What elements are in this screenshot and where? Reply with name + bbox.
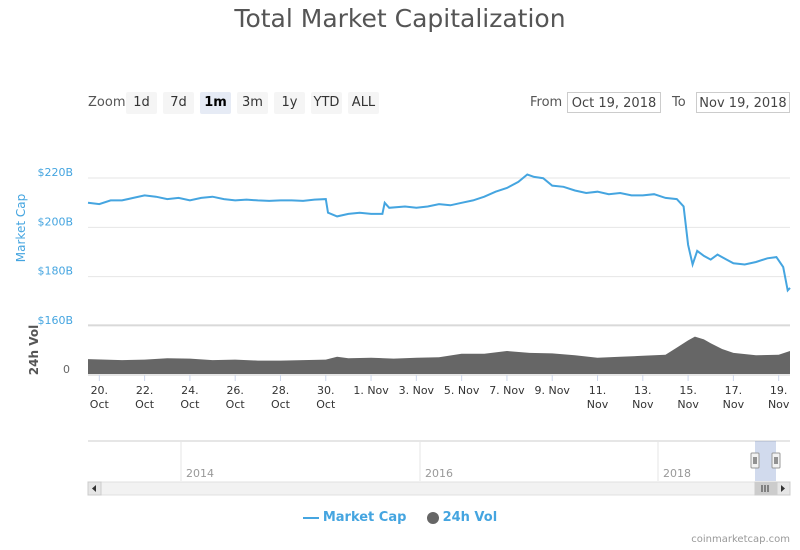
x-tick-sublabel: Oct xyxy=(316,398,336,411)
y-tick-label: $160B xyxy=(37,314,73,327)
navigator[interactable]: 2014 2016 2018 xyxy=(88,440,790,481)
zoom-label: Zoom xyxy=(88,95,126,110)
zoom-button-all[interactable]: ALL xyxy=(348,92,379,114)
x-tick-sublabel: Nov xyxy=(677,398,699,411)
navigator-year-2016: 2016 xyxy=(425,467,453,480)
y-tick-label: $180B xyxy=(37,265,73,278)
x-tick-label: 9. Nov xyxy=(534,384,570,397)
scroll-right-arrow-icon xyxy=(781,485,785,492)
x-tick-label: 22. xyxy=(136,384,154,397)
zoom-button-1m[interactable]: 1m xyxy=(200,92,231,114)
x-tick-sublabel: Nov xyxy=(632,398,654,411)
x-tick-label: 7. Nov xyxy=(489,384,525,397)
x-tick-label: 5. Nov xyxy=(444,384,480,397)
range-from-label: From xyxy=(530,95,563,110)
zoom-button-3m[interactable]: 3m xyxy=(237,92,268,114)
navigator-handle-right[interactable] xyxy=(771,452,781,469)
legend: Market Cap 24h Vol xyxy=(0,510,800,525)
x-tick-label: 24. xyxy=(181,384,199,397)
x-tick-label: 13. xyxy=(634,384,652,397)
legend-volume-label: 24h Vol xyxy=(442,510,498,525)
x-tick-label: 17. xyxy=(725,384,743,397)
range-to-input[interactable]: Nov 19, 2018 xyxy=(696,92,790,113)
zoom-button-ytd[interactable]: YTD xyxy=(311,92,342,114)
zoom-button-1d[interactable]: 1d xyxy=(126,92,157,114)
volume-tick-label: 0 xyxy=(63,363,70,376)
x-tick-label: 20. xyxy=(91,384,109,397)
legend-market-cap[interactable]: Market Cap xyxy=(302,510,407,525)
x-tick-sublabel: Oct xyxy=(180,398,200,411)
scroll-left-arrow-icon xyxy=(92,485,96,492)
legend-market-cap-label: Market Cap xyxy=(322,510,407,525)
x-tick-sublabel: Oct xyxy=(226,398,246,411)
scrollbar[interactable] xyxy=(87,481,791,496)
navigator-selection[interactable] xyxy=(755,441,776,481)
x-tick-sublabel: Oct xyxy=(135,398,155,411)
volume-area xyxy=(88,336,790,374)
navigator-year-2014: 2014 xyxy=(186,467,214,480)
x-tick-label: 30. xyxy=(317,384,335,397)
navigator-year-2018: 2018 xyxy=(663,467,691,480)
x-tick-label: 28. xyxy=(272,384,290,397)
y-tick-label: $200B xyxy=(37,215,73,228)
zoom-button-7d[interactable]: 7d xyxy=(163,92,194,114)
legend-volume[interactable]: 24h Vol xyxy=(426,510,498,525)
circle-swatch-icon xyxy=(426,511,439,524)
range-to-label: To xyxy=(672,95,686,110)
line-swatch-icon xyxy=(302,516,319,519)
grid-lines xyxy=(88,177,790,376)
x-tick-label: 1. Nov xyxy=(353,384,389,397)
y-axis: $220B $200B $180B $160B 0 xyxy=(37,166,73,376)
x-tick-label: 26. xyxy=(226,384,244,397)
x-tick-sublabel: Nov xyxy=(587,398,609,411)
x-tick-sublabel: Oct xyxy=(271,398,291,411)
x-tick-sublabel: Nov xyxy=(723,398,745,411)
x-tick-label: 3. Nov xyxy=(399,384,435,397)
y-tick-label: $220B xyxy=(37,166,73,179)
zoom-button-1y[interactable]: 1y xyxy=(274,92,305,114)
volume-axis-label: 24h Vol xyxy=(27,325,41,375)
navigator-handle-left[interactable] xyxy=(750,452,760,469)
market-cap-line xyxy=(87,173,791,293)
credits-link[interactable]: coinmarketcap.com xyxy=(691,534,790,545)
x-tick-label: 11. xyxy=(589,384,607,397)
x-tick-sublabel: Oct xyxy=(90,398,110,411)
range-from-input[interactable]: Oct 19, 2018 xyxy=(567,92,661,113)
chart-title: Total Market Capitalization xyxy=(234,4,566,33)
x-tick-label: 19. xyxy=(770,384,788,397)
x-tick-sublabel: Nov xyxy=(768,398,790,411)
market-cap-axis-label: Market Cap xyxy=(14,194,28,262)
x-tick-label: 15. xyxy=(679,384,697,397)
